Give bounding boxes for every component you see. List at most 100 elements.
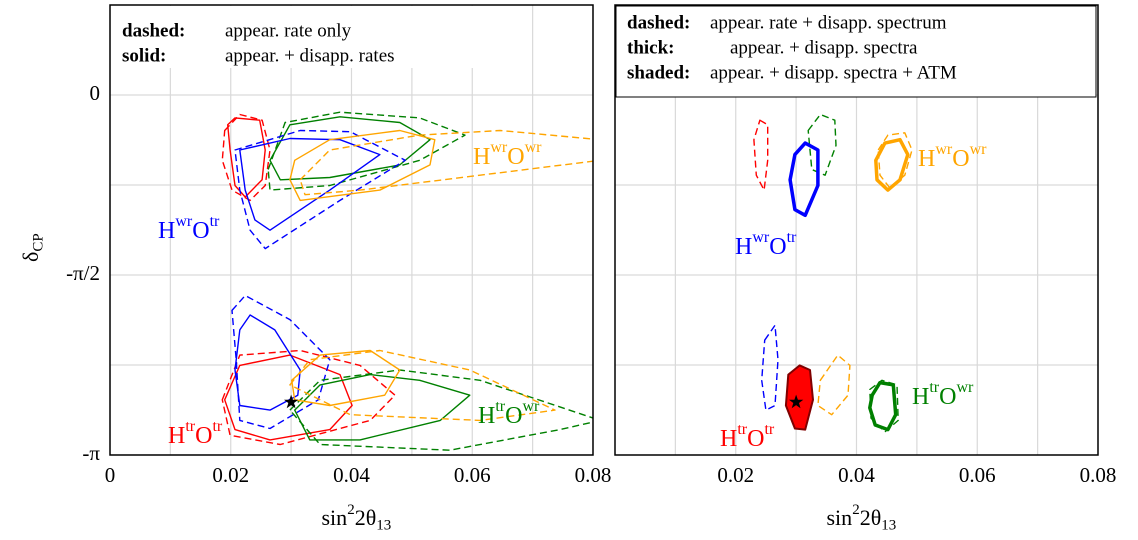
x-tick-label: 0.02 <box>212 463 249 487</box>
plot-area <box>110 5 593 455</box>
x-axis-title: sin22θ13 <box>827 502 897 534</box>
legend-key: shaded: <box>627 62 690 83</box>
legend-box <box>615 5 1097 98</box>
text-part: tr <box>210 213 220 230</box>
contour <box>807 113 837 176</box>
text-part: δ <box>18 252 43 262</box>
text-part: tr <box>737 421 747 438</box>
region-label: HtrOtr <box>168 418 223 449</box>
text-part: wr <box>752 229 770 246</box>
text-part: H <box>158 218 175 244</box>
text-part: 2θ <box>355 505 377 530</box>
text-part: tr <box>185 418 195 435</box>
text-part: O <box>952 146 969 172</box>
region-label: HwrOtr <box>158 213 220 244</box>
text-part: tr <box>212 418 222 435</box>
contour <box>267 111 466 191</box>
best-fit-star <box>789 394 804 409</box>
plot-frame <box>614 4 1099 456</box>
plot-frame <box>109 4 594 456</box>
text-part: H <box>168 423 185 449</box>
contour <box>221 349 396 446</box>
x-tick-label: 0.04 <box>838 463 875 487</box>
legend-text: appear. + disapp. spectra + ATM <box>710 62 957 83</box>
x-tick-label: 0.08 <box>1080 463 1117 487</box>
contour <box>234 314 301 411</box>
text-part: 13 <box>881 518 896 534</box>
contour <box>224 354 353 441</box>
text-part: O <box>747 426 764 452</box>
region-label: HwrOtr <box>735 229 797 260</box>
y-axis-title: δCP <box>18 233 47 262</box>
text-part: wr <box>175 213 193 230</box>
text-part: wr <box>522 398 540 415</box>
region-label: HwrOwr <box>918 141 987 172</box>
legend-text: appear. rate only <box>225 20 352 41</box>
contour <box>868 380 898 432</box>
text-part: wr <box>935 141 953 158</box>
legend-key: solid: <box>122 45 166 66</box>
contour <box>294 373 471 441</box>
text-part: wr <box>490 139 508 156</box>
contour <box>753 119 769 191</box>
text-part: O <box>505 403 522 429</box>
text-part: tr <box>764 421 774 438</box>
x-tick-label: 0.06 <box>454 463 491 487</box>
y-tick-label: -π/2 <box>66 261 100 285</box>
contour <box>269 116 431 181</box>
y-tick-label: 0 <box>90 81 101 105</box>
text-part: sin <box>827 505 853 530</box>
text-part: O <box>192 218 209 244</box>
contour <box>289 369 593 451</box>
best-fit-star <box>284 394 299 409</box>
text-part: O <box>195 423 212 449</box>
text-part: wr <box>525 139 543 156</box>
legend-box <box>111 6 502 68</box>
contour <box>761 324 779 411</box>
region-label: HtrOwr <box>478 398 540 429</box>
text-part: O <box>939 384 956 410</box>
contour <box>231 294 331 430</box>
text-part: tr <box>787 229 797 246</box>
x-tick-label: 0 <box>105 463 116 487</box>
contour <box>874 137 910 192</box>
text-part: 2θ <box>860 505 882 530</box>
legend-text: appear. rate + disapp. spectrum <box>710 12 947 33</box>
contour <box>788 141 820 218</box>
text-part: H <box>473 144 490 170</box>
y-tick-label: -π <box>82 441 100 465</box>
x-tick-label: 0.08 <box>575 463 612 487</box>
text-part: 2 <box>852 502 860 518</box>
text-part: CP <box>31 233 47 251</box>
text-part: O <box>769 234 786 260</box>
legend-key: dashed: <box>627 12 690 33</box>
region-label: HwrOwr <box>473 139 542 170</box>
text-part: tr <box>495 398 505 415</box>
text-part: wr <box>970 141 988 158</box>
text-part: O <box>507 144 524 170</box>
legend-text: appear. + disapp. spectra <box>730 37 918 58</box>
x-tick-label: 0.06 <box>959 463 996 487</box>
text-part: H <box>720 426 737 452</box>
contour <box>784 364 814 431</box>
legend-key: thick: <box>627 37 675 58</box>
contour <box>221 113 271 202</box>
contour <box>817 354 851 416</box>
contour <box>877 132 913 189</box>
x-axis-title: sin22θ13 <box>322 502 392 534</box>
legend-key: dashed: <box>122 20 185 41</box>
text-part: H <box>478 403 495 429</box>
text-part: H <box>912 384 929 410</box>
text-part: tr <box>929 379 939 396</box>
region-label: HtrOwr <box>912 379 974 410</box>
contour <box>239 137 381 231</box>
contour <box>289 129 436 202</box>
x-tick-label: 0.02 <box>717 463 754 487</box>
contour <box>234 129 406 250</box>
legend-text: appear. + disapp. rates <box>225 45 395 66</box>
text-part: H <box>735 234 752 260</box>
contour <box>869 379 899 433</box>
contour <box>227 117 266 198</box>
text-part: sin <box>322 505 348 530</box>
